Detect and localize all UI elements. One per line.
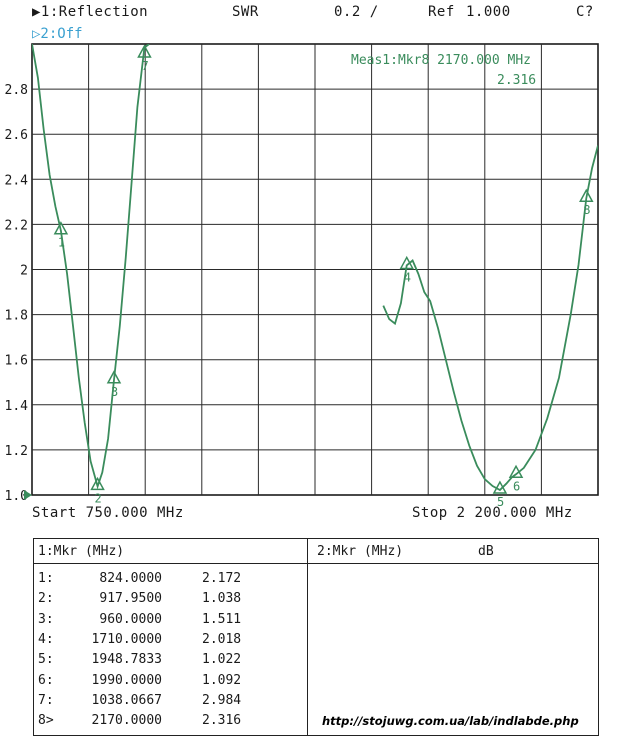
marker-label-1: 1 [58,236,65,250]
marker-id: 1: [38,571,54,586]
marker-2 [90,476,105,491]
sweep-stop: Stop 2 200.000 MHz [412,505,573,521]
marker-label-8: 8 [583,203,590,217]
marker-id: 3: [38,611,54,627]
channel1-label: ▶1:Reflection [32,4,149,20]
y-tick-label: 2.6 [5,128,28,143]
marker-freq: 2170.0000 [91,713,162,729]
marker-value: 2.984 [202,692,242,708]
marker-4 [399,255,414,270]
ref-pointer-icon [24,490,32,500]
marker-table-title-ch2: 2:Mkr (MHz) [317,544,404,559]
y-tick-label: 2.8 [5,83,28,98]
marker-value: 2.172 [202,571,242,586]
trace-line [32,44,150,490]
marker-value: 1.092 [202,672,242,688]
swr-trace [32,44,598,492]
source-url: http://stojuwg.com.ua/lab/indlabde.php [322,714,579,728]
marker-freq: 1038.0667 [91,692,162,708]
marker-freq: 1948.7833 [91,652,162,668]
trace-line [382,145,598,492]
scale-label: 0.2 / [334,4,379,20]
marker-value: 1.511 [202,611,242,627]
marker-freq: 1710.0000 [91,631,162,647]
marker-5 [492,480,508,494]
marker-3 [106,370,122,384]
marker-id: 2: [38,591,54,607]
ref-label: Ref [428,4,455,20]
measure-readout-value: 2.316 [497,73,536,88]
y-tick-label: 2 [20,264,28,279]
marker-table: 1:Mkr (MHz) 2:Mkr (MHz) dB 1: 824.0000 2.1… [33,538,599,736]
y-tick-label: 1.8 [5,309,28,324]
marker-label-7: 7 [141,59,148,73]
ref-value: 1.000 [466,4,511,20]
y-tick-labels: 1.0 1.2 1.4 1.6 1.8 2 2.2 2.4 2.6 2.8 [5,83,32,504]
marker-value: 2.316 [202,713,242,729]
marker-value: 1.038 [202,591,242,607]
y-tick-label: 1.4 [5,399,29,414]
marker-id: 4: [38,631,54,647]
marker-7 [137,44,152,58]
marker-1 [53,221,69,235]
marker-freq: 960.0000 [99,611,162,627]
marker-table-unit-ch2: dB [478,544,494,559]
marker-id: 7: [38,692,54,708]
marker-8 [579,188,594,202]
marker-freq: 1990.0000 [91,672,162,688]
table-header-rule [34,563,598,564]
swr-chart: 1.0 1.2 1.4 1.6 1.8 2 2.2 2.4 2.6 2.8 1 2 3 4 56 7 8 Me… [5,43,599,509]
marker-value: 2.018 [202,631,242,647]
marker-id: 8> [38,713,54,729]
sweep-start: Start 750.000 MHz [32,505,184,521]
marker-label-5: 5 [497,495,504,509]
marker-label-4: 4 [404,270,411,284]
y-tick-label: 2.2 [5,218,28,233]
status-indicator: C? [576,4,594,20]
channel2-label: ▷2:Off [32,26,83,42]
marker-id: 5: [38,652,54,668]
marker-symbols: 1 2 3 4 56 7 8 [53,44,594,509]
format-label: SWR [232,4,259,20]
marker-value: 1.022 [202,652,242,668]
table-divider [307,539,308,735]
chart-grid [31,43,599,496]
marker-freq: 824.0000 [99,571,162,586]
y-tick-label: 1.2 [5,444,28,459]
marker-freq: 917.9500 [99,591,162,607]
y-tick-label: 2.4 [5,173,29,188]
marker-label-6: 6 [513,479,520,493]
marker-table-title-ch1: 1:Mkr (MHz) [38,544,125,559]
marker-6 [508,464,524,479]
measure-readout-freq: Meas1:Mkr8 2170.000 MHz [351,53,531,68]
y-tick-label: 1.6 [5,354,28,369]
y-tick-label: 1.0 [5,489,28,504]
marker-label-2: 2 [95,491,102,505]
marker-id: 6: [38,672,54,688]
marker-label-3: 3 [111,385,118,399]
